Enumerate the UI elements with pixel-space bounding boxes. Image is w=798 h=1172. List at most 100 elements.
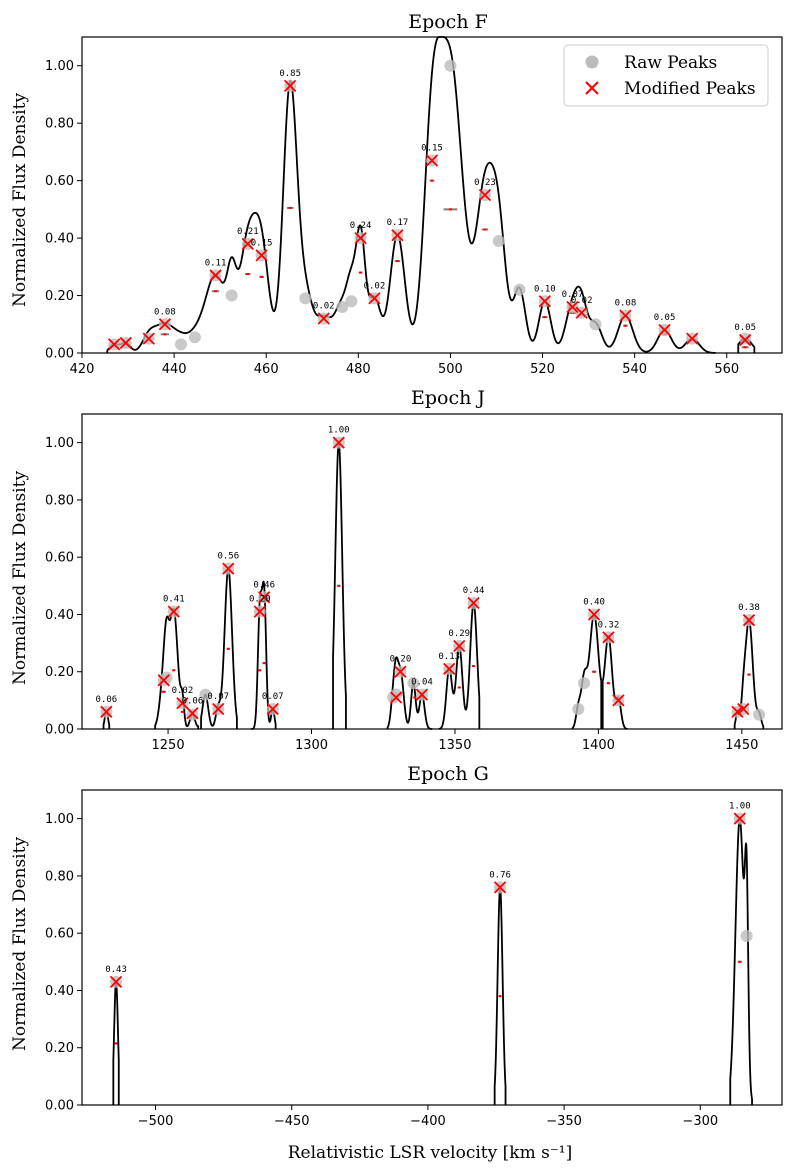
raw-peak-marker <box>492 234 505 247</box>
peak-label: 0.15 <box>421 144 443 154</box>
modified-peak-marker <box>176 697 189 710</box>
x-tick-label: 460 <box>254 362 279 377</box>
modified-peak-marker <box>566 300 579 314</box>
panel-epoch-g: Epoch G Normalized Flux Density −500 −450… <box>10 763 783 1163</box>
plot-epoch-g: −500 −450 −400 −350 −300 0.00 0.20 0.40 0.60 0.80… <box>45 789 783 1129</box>
raw-peak-marker <box>589 318 602 331</box>
modified-peak-marker <box>209 269 222 282</box>
x-tick-label: 500 <box>438 362 463 377</box>
raw-peak-marker <box>188 331 201 344</box>
x-tick-label: 520 <box>530 362 555 377</box>
title-epoch-g: Epoch G <box>407 763 489 785</box>
y-tick-label: 0.80 <box>45 117 74 132</box>
modified-peak-marker <box>241 237 254 250</box>
modified-peak-marker <box>390 691 403 704</box>
modified-peak-marker <box>493 881 507 894</box>
peak-label: 0.07 <box>562 290 584 300</box>
peak-label: 0.11 <box>205 258 227 268</box>
modified-peak-marker <box>186 707 199 720</box>
y-tick-label: 0.60 <box>45 174 74 189</box>
legend-box <box>563 44 769 107</box>
x-tick-label: 1250 <box>152 738 185 753</box>
modified-peak-marker <box>612 694 625 707</box>
x-tick-label: 1350 <box>438 738 471 753</box>
y-tick-label: 0.00 <box>45 1099 74 1114</box>
raw-peak-marker <box>336 301 349 314</box>
panel-epoch-f: Epoch F Normalized Flux Density 420 440 46… <box>10 11 783 377</box>
modified-peak-marker <box>167 605 180 618</box>
x-tick-label: 560 <box>714 362 739 377</box>
plot-epoch-f: 420 440 460 480 500 520 540 560 0.00 0.20 0.40 0.60… <box>45 36 783 377</box>
title-epoch-j: Epoch J <box>411 387 485 409</box>
peak-label: 0.20 <box>249 595 271 605</box>
legend-raw-label: Raw Peaks <box>624 53 717 73</box>
legend-modified-label: Modified Peaks <box>624 79 756 99</box>
peak-label: 0.17 <box>387 218 409 228</box>
peak-label: 0.56 <box>217 552 239 562</box>
peak-label: 0.02 <box>571 296 593 306</box>
ylabel-epoch-j: Normalized Flux Density <box>10 471 30 685</box>
raw-peak-marker <box>390 688 403 701</box>
y-tick-label: 0.40 <box>45 232 74 247</box>
peak-label: 0.02 <box>172 686 194 696</box>
modified-peak-marker <box>253 605 267 618</box>
raw-peak-marker <box>513 283 526 296</box>
peak-label: 0.76 <box>489 870 511 880</box>
peak-label: 0.10 <box>534 284 556 294</box>
axes-frame <box>81 36 783 354</box>
modified-peak-marker <box>658 323 671 337</box>
modified-peak-marker <box>284 79 297 92</box>
peak-label: 0.29 <box>448 629 470 639</box>
title-epoch-f: Epoch F <box>408 11 488 33</box>
spectrum-line <box>106 36 717 354</box>
peak-label: 0.05 <box>734 323 756 333</box>
raw-peak-marker <box>407 677 420 690</box>
raw-peak-marker <box>740 930 753 943</box>
legend-modified-marker <box>585 81 599 95</box>
y-tick-label: 0.80 <box>45 493 74 508</box>
modified-peak-marker <box>255 249 268 262</box>
y-tick-label: 0.60 <box>45 551 74 566</box>
x-tick-label: −500 <box>138 1114 174 1129</box>
modified-peak-marker <box>467 596 480 610</box>
modified-peak-marker <box>394 665 407 678</box>
y-tick-label: 0.00 <box>45 723 74 738</box>
y-tick-label: 0.40 <box>45 608 74 623</box>
peak-label: 0.08 <box>615 299 637 309</box>
x-tick-label: 540 <box>622 362 647 377</box>
x-tick-label: 480 <box>346 362 371 377</box>
x-tick-label: 440 <box>162 362 187 377</box>
modified-peak-marker <box>443 662 456 676</box>
spectrum-line <box>729 817 753 1105</box>
spectrum-line <box>386 656 433 730</box>
peak-label: 1.00 <box>729 802 751 812</box>
modified-peak-marker <box>108 338 121 351</box>
raw-peak-marker <box>345 295 358 308</box>
peak-label: 0.02 <box>313 302 335 312</box>
peak-label: 0.23 <box>474 178 496 188</box>
raw-peak-marker <box>572 702 585 715</box>
modified-peak-marker <box>478 188 492 202</box>
peak-label: 0.38 <box>738 603 760 613</box>
raw-peak-marker <box>739 332 752 345</box>
raw-peak-marker <box>299 292 312 305</box>
ylabel-epoch-f: Normalized Flux Density <box>10 93 30 307</box>
modified-peak-marker <box>317 312 330 325</box>
y-tick-label: 0.40 <box>45 984 74 999</box>
modified-peak-marker <box>142 332 155 345</box>
modified-peak-marker <box>733 812 746 825</box>
peak-label: 0.43 <box>105 965 127 975</box>
y-tick-label: 0.80 <box>45 869 74 884</box>
ylabel-epoch-g: Normalized Flux Density <box>10 837 30 1051</box>
raw-peak-marker <box>199 688 212 701</box>
x-axis-label: Relativistic LSR velocity [km s⁻¹] <box>288 1143 573 1163</box>
peak-label: 0.07 <box>207 692 229 702</box>
modified-peak-marker <box>737 702 750 716</box>
modified-peak-marker <box>686 332 699 345</box>
y-tick-label: 0.60 <box>45 927 74 942</box>
y-tick-label: 1.00 <box>45 59 74 74</box>
peak-label: 0.21 <box>237 227 259 237</box>
modified-peak-marker <box>119 336 132 350</box>
peak-label: 0.24 <box>350 221 372 231</box>
